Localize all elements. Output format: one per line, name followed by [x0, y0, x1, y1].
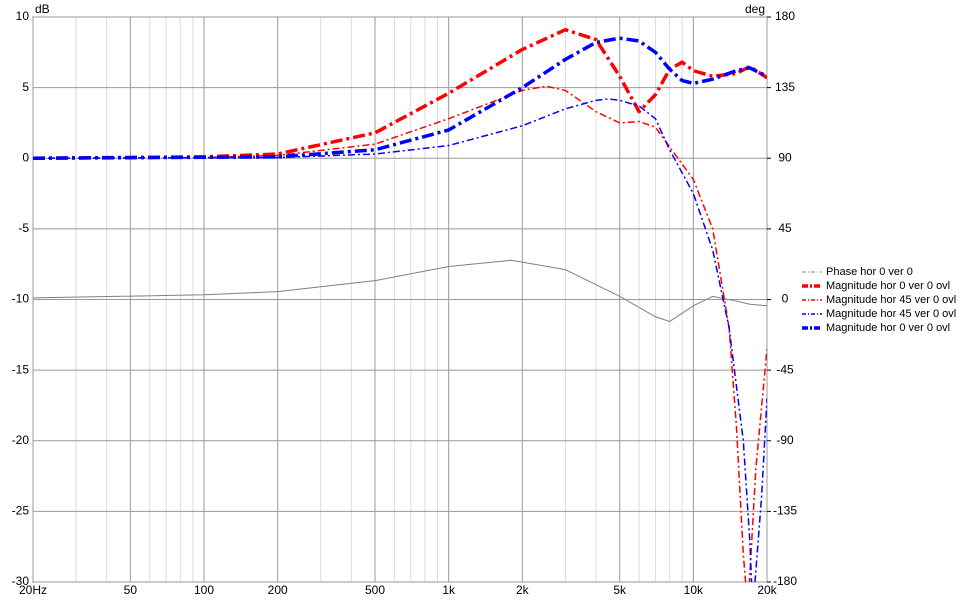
y2-tick-label: 135: [775, 80, 795, 94]
series-line: [33, 27, 767, 160]
legend-label: Magnitude hor 45 ver 0 ovl: [826, 294, 956, 306]
legend: Phase hor 0 ver 0 Magnitude hor 0 ver 0 o…: [802, 266, 956, 334]
y2-tick-label: -45: [776, 362, 794, 376]
y-tick-label: -20: [12, 433, 30, 447]
y2-tick-label: 90: [778, 150, 792, 164]
lines: [33, 27, 767, 582]
y-tick-label: -30: [12, 574, 30, 588]
legend-label: Magnitude hor 45 ver 0 ovl: [826, 308, 956, 320]
y2-axis-label: deg: [745, 2, 765, 16]
series-line: [33, 259, 767, 322]
y-tick-label: 5: [22, 80, 29, 94]
y2-tick-label: 45: [778, 221, 792, 235]
y-tick-label: -5: [18, 221, 29, 235]
y-tick-label: 10: [16, 9, 30, 23]
y-tick-label: -15: [12, 362, 30, 376]
legend-label: Magnitude hor 0 ver 0 ovl: [826, 280, 950, 292]
x-tick-label: 5k: [613, 583, 627, 597]
y-tick-label: 0: [22, 150, 29, 164]
y2-tick-label: -180: [773, 574, 797, 588]
y-tick-label: -25: [12, 504, 30, 518]
y-axis-label: dB: [35, 2, 50, 16]
x-tick-label: 500: [365, 583, 385, 597]
series-line: [33, 98, 767, 582]
series-line: [33, 85, 767, 582]
y2-tick-label: 180: [775, 9, 795, 23]
legend-label: Phase hor 0 ver 0: [826, 266, 913, 278]
x-tick-label: 2k: [516, 583, 530, 597]
y2-tick-label: 0: [782, 292, 789, 306]
y-tick-label: -10: [12, 292, 30, 306]
y2-tick-label: -135: [773, 504, 797, 518]
series-line: [33, 36, 767, 160]
x-tick-label: 200: [268, 583, 288, 597]
x-tick-label: 50: [124, 583, 138, 597]
x-tick-label: 100: [194, 583, 214, 597]
x-tick-label: 1k: [442, 583, 456, 597]
x-tick-label: 10k: [684, 583, 704, 597]
x-tick-label: 20k: [757, 583, 777, 597]
x-tick-label: 20Hz: [19, 583, 47, 597]
legend-label: Magnitude hor 0 ver 0 ovl: [826, 322, 950, 334]
y2-tick-label: -90: [776, 433, 794, 447]
